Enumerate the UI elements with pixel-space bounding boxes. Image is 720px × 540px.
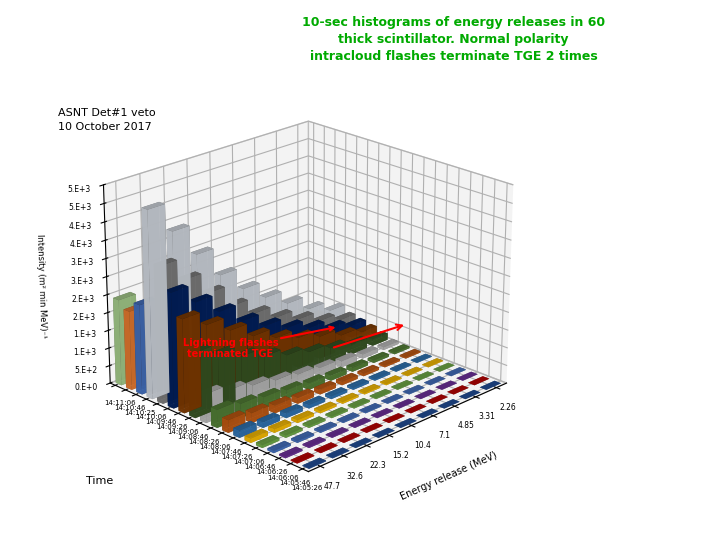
X-axis label: Energy release (MeV): Energy release (MeV) (399, 450, 498, 502)
Text: Time: Time (86, 476, 114, 486)
Text: 10-sec histograms of energy releases in 60
thick scintillator. Normal polarity
i: 10-sec histograms of energy releases in … (302, 16, 606, 63)
Text: ASNT Det#1 veto
10 October 2017: ASNT Det#1 veto 10 October 2017 (58, 108, 156, 132)
Text: Lightning flashes
terminated TGE: Lightning flashes terminated TGE (183, 327, 333, 359)
